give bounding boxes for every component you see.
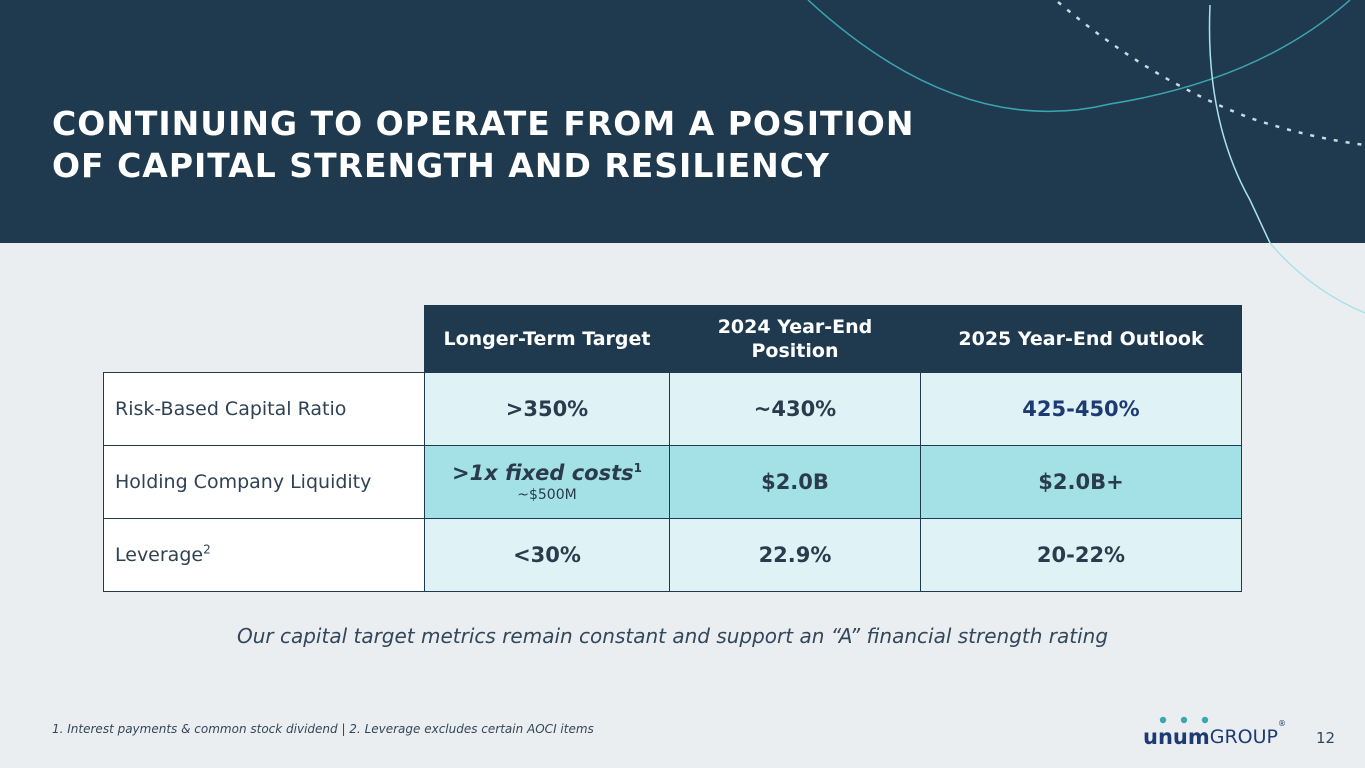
header-longer-term-target: Longer-Term Target <box>424 305 670 373</box>
header-banner: CONTINUING TO OPERATE FROM A POSITION OF… <box>0 0 1365 243</box>
light-arc <box>1208 4 1271 243</box>
position-2024-value: $2.0B <box>669 445 921 519</box>
header-blank-cell <box>104 306 425 373</box>
target-main-text: >1x fixed costs <box>452 461 634 485</box>
unum-group-logo: unum GROUP ® <box>1143 716 1286 748</box>
row-label-text: Leverage <box>115 544 204 566</box>
slide-title: CONTINUING TO OPERATE FROM A POSITION OF… <box>52 103 914 187</box>
footnote-ref-2: 2 <box>203 542 211 557</box>
table-header-row: Longer-Term Target 2024 Year-End Positio… <box>104 305 1242 373</box>
row-label: Holding Company Liquidity <box>103 445 425 519</box>
outlook-2025-value: 20-22% <box>920 518 1242 592</box>
tagline: Our capital target metrics remain consta… <box>236 624 1109 648</box>
logo-registered-mark: ® <box>1277 719 1286 728</box>
target-value: <30% <box>424 518 670 592</box>
outlook-2025-value: 425-450% <box>920 372 1242 446</box>
teal-arc <box>807 0 1351 113</box>
position-2024-value: ~430% <box>669 372 921 446</box>
table-row: Leverage2 <30% 22.9% 20-22% <box>103 518 1242 592</box>
table-row: Risk-Based Capital Ratio >350% ~430% 425… <box>103 372 1242 446</box>
footnotes: 1. Interest payments & common stock divi… <box>52 722 594 736</box>
outlook-2025-value: $2.0B+ <box>920 445 1242 519</box>
header-2024-position: 2024 Year-End Position <box>669 305 921 373</box>
target-value: >350% <box>424 372 670 446</box>
row-label: Leverage2 <box>103 518 425 592</box>
logo-wordmark: unum <box>1143 716 1210 749</box>
logo-group-text: GROUP <box>1209 726 1278 748</box>
decorative-arcs <box>807 0 1365 243</box>
title-line-1: CONTINUING TO OPERATE FROM A POSITION <box>52 104 915 143</box>
page-number: 12 <box>1316 729 1336 747</box>
logo-word: unum <box>1143 725 1210 749</box>
dashed-arc <box>1057 1 1365 147</box>
row-label: Risk-Based Capital Ratio <box>103 372 425 446</box>
header-2025-outlook: 2025 Year-End Outlook <box>920 305 1242 373</box>
target-subtext: ~$500M <box>517 487 577 503</box>
title-line-2: OF CAPITAL STRENGTH AND RESILIENCY <box>52 146 830 185</box>
target-value: >1x fixed costs1 ~$500M <box>424 445 670 519</box>
logo-dots-icon <box>1159 716 1209 724</box>
position-2024-value: 22.9% <box>669 518 921 592</box>
table-row: Holding Company Liquidity >1x fixed cost… <box>103 445 1242 519</box>
footnote-ref-1: 1 <box>633 461 642 475</box>
capital-metrics-table: Longer-Term Target 2024 Year-End Positio… <box>103 305 1242 592</box>
